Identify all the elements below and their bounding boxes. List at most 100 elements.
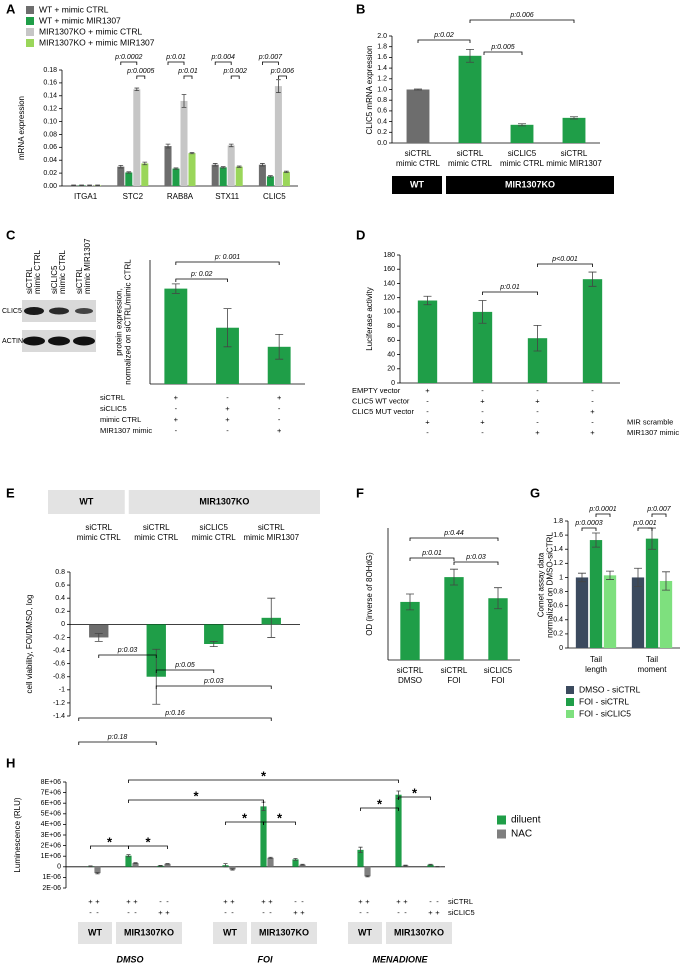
significance-bracket xyxy=(175,278,228,282)
error-bar xyxy=(358,846,363,853)
legend-label: WT + mimic CTRL xyxy=(39,4,109,14)
y-tick-label: -0.2 xyxy=(53,634,65,641)
row-mark: - xyxy=(426,407,429,416)
group-label: WT xyxy=(358,927,372,937)
y-tick-label: 0.18 xyxy=(43,67,57,74)
error-bar xyxy=(152,648,161,705)
x-tick-label: moment xyxy=(638,665,668,674)
row-mark: + xyxy=(396,897,401,906)
error-bar xyxy=(403,864,408,867)
group-label: MIR1307KO xyxy=(199,496,249,506)
error-bar xyxy=(126,854,131,858)
y-tick-label: -0.6 xyxy=(53,660,65,667)
x-tick-label: mimic MIR1307 xyxy=(546,159,602,168)
bar xyxy=(364,866,371,877)
error-bar xyxy=(478,300,487,324)
significance-bracket xyxy=(128,799,264,803)
significance-bracket xyxy=(360,807,399,811)
significance-bracket xyxy=(155,669,215,673)
row-mark: + xyxy=(480,396,485,405)
error-bar xyxy=(606,570,614,580)
y-axis-label: Luminescence (RLU) xyxy=(13,797,22,872)
bar xyxy=(659,580,673,648)
blot-lane-label: mimic MIR1307 xyxy=(83,238,92,294)
y-tick-label: 6E+06 xyxy=(41,800,62,807)
y-tick-label: 60 xyxy=(387,337,395,344)
bar xyxy=(395,794,402,867)
x-tick-label: Tail xyxy=(590,655,602,664)
y-axis-label: normalized on DMSO-siCTRL xyxy=(546,532,555,638)
row-label: CLIC5 MUT vector xyxy=(352,407,414,416)
significance-label: p:0.0003 xyxy=(574,520,602,527)
error-bar xyxy=(173,167,179,170)
row-mark: - xyxy=(429,897,432,906)
row-mark: - xyxy=(404,908,407,917)
x-tick-label: CLIC5 xyxy=(263,192,286,201)
x-tick-label: siCTRL xyxy=(143,523,170,532)
blot-band xyxy=(75,308,93,314)
y-tick-label: 0.8 xyxy=(377,97,387,104)
y-tick-label: 0.08 xyxy=(43,131,57,138)
y-axis-label: Luciferase activity xyxy=(365,287,374,351)
row-mark: + xyxy=(358,897,363,906)
row-mark: - xyxy=(481,407,484,416)
row-mark: - xyxy=(481,428,484,437)
bar xyxy=(267,346,291,384)
error-bar xyxy=(71,184,76,187)
bar xyxy=(510,124,534,143)
y-axis-label: normalized on siCTRL/mimic CTRL xyxy=(124,259,133,385)
y-tick-label: 0.6 xyxy=(55,582,65,589)
bar xyxy=(227,145,235,186)
significance-label: p:0.16 xyxy=(164,710,185,717)
legend-label: DMSO - siCTRL xyxy=(579,684,641,694)
significance-label: * xyxy=(377,796,383,811)
error-bar xyxy=(209,640,218,648)
significance-label: p:0.0005 xyxy=(126,68,154,75)
significance-bracket xyxy=(98,654,157,658)
error-bar xyxy=(267,597,276,638)
significance-label: p:0.02 xyxy=(433,32,454,39)
legend-label: MIR1307KO + mimic MIR1307 xyxy=(39,37,155,47)
row-mark: + xyxy=(165,908,170,917)
row-mark: - xyxy=(159,897,162,906)
row-mark: + xyxy=(223,897,228,906)
group-label: MIR1307KO xyxy=(394,927,444,937)
group-label: WT xyxy=(223,927,237,937)
treatment-label: MENADIONE xyxy=(372,954,428,964)
bar xyxy=(406,89,430,143)
y-tick-label: 0 xyxy=(559,645,563,652)
significance-bracket xyxy=(78,741,157,745)
error-bar xyxy=(365,875,370,878)
row-label: MIR scramble xyxy=(627,417,673,426)
row-mark: - xyxy=(481,386,484,395)
bar xyxy=(164,288,188,384)
bar xyxy=(575,577,589,648)
bar xyxy=(292,859,299,867)
row-mark: + xyxy=(88,897,93,906)
panel-letter: H xyxy=(6,755,15,770)
y-tick-label: -1.2 xyxy=(53,700,65,707)
error-bar xyxy=(592,532,600,548)
row-mark: + xyxy=(293,908,298,917)
significance-label: p: 0.001 xyxy=(214,254,240,261)
y-tick-label: 1.4 xyxy=(553,546,563,553)
error-bar xyxy=(118,164,124,169)
row-mark: + xyxy=(590,407,595,416)
row-mark: - xyxy=(397,908,400,917)
group-box xyxy=(392,176,442,194)
x-tick-label: siCTRL xyxy=(85,523,112,532)
significance-bracket xyxy=(214,61,232,65)
x-tick-label: siCTRL xyxy=(457,149,484,158)
bar xyxy=(164,863,171,867)
bar xyxy=(444,577,464,660)
significance-label: p:0.002 xyxy=(223,68,247,75)
row-label: MIR1307 mimic xyxy=(100,426,152,435)
y-tick-label: 0.8 xyxy=(553,588,563,595)
row-mark: - xyxy=(224,908,227,917)
error-bar xyxy=(230,868,235,871)
legend-swatch xyxy=(26,28,34,36)
row-mark: - xyxy=(591,386,594,395)
significance-label: p:0.006 xyxy=(509,12,533,19)
